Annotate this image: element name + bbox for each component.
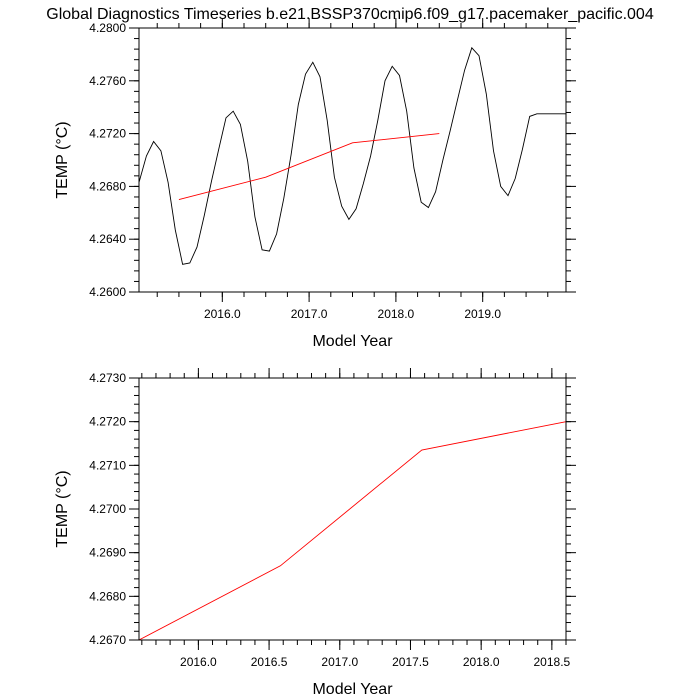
top-panel: 2016.0 2017.0 2018.0 2019.0 4.26004.26404.2…	[54, 18, 576, 350]
bottom-y-tick-label: 4.2700	[89, 502, 126, 516]
top-x-tick-label: 2019.0	[464, 307, 501, 321]
bottom-y-axis-label: TEMP (°C)	[54, 470, 71, 547]
bottom-x-tick-label: 2016.0	[180, 655, 217, 669]
bottom-series-group	[138, 421, 567, 641]
bottom-y-tick-label: 4.2710	[89, 458, 126, 472]
top-x-major-ticks	[221, 18, 484, 302]
top-y-tick-label: 4.2800	[89, 21, 126, 35]
top-y-tick-label: 4.2720	[89, 127, 126, 141]
top-y-tick-labels: 4.2600 4.2640 4.2680 4.2720 4.2760 4.2800	[89, 21, 126, 299]
bottom-plot-frame	[138, 377, 567, 641]
bottom-x-tick-label: 2018.5	[534, 655, 571, 669]
bottom-panel: 2016.0 2016.5 2017.0 2017.5 2018.0 2018.5 4.2…	[54, 368, 576, 698]
bottom-x-tick-label: 2017.5	[392, 655, 429, 669]
top-y-tick-label: 4.2760	[89, 74, 126, 88]
bottom-x-tick-label: 2018.0	[463, 655, 500, 669]
top-series-group	[138, 46, 566, 265]
top-x-tick-labels: 2016.0 2017.0 2018.0 2019.0	[204, 307, 501, 321]
bottom-series-line-0	[138, 421, 567, 641]
bottom-y-tick-label: 4.2670	[89, 633, 126, 647]
top-plot-frame	[138, 27, 567, 293]
bottom-x-major-ticks	[197, 368, 553, 650]
bottom-y-tick-labels: 4.2670 4.2680 4.2690 4.2700 4.2710 4.2720 4.27…	[89, 371, 126, 647]
bottom-x-tick-label: 2016.5	[251, 655, 288, 669]
top-x-tick-label: 2017.0	[291, 307, 328, 321]
bottom-x-axis-label: Model Year	[312, 681, 393, 698]
top-x-minor-ticks	[156, 23, 549, 297]
top-x-tick-label: 2018.0	[378, 307, 415, 321]
top-y-major-ticks	[129, 27, 576, 293]
top-series-line-0	[138, 46, 566, 265]
top-y-tick-label: 4.2640	[89, 232, 126, 246]
bottom-x-tick-labels: 2016.0 2016.5 2017.0 2017.5 2018.0 2018.5	[180, 655, 571, 669]
bottom-y-minor-ticks	[134, 377, 571, 641]
top-y-tick-label: 4.2680	[89, 179, 126, 193]
top-y-axis-label: TEMP (°C)	[54, 121, 71, 198]
chart-title: Global Diagnostics Timeseries b.e21.BSSP…	[46, 6, 654, 23]
top-series-line-1	[178, 133, 440, 201]
bottom-y-tick-label: 4.2730	[89, 371, 126, 385]
top-y-tick-label: 4.2600	[89, 285, 126, 299]
top-x-tick-label: 2016.0	[204, 307, 241, 321]
bottom-y-tick-label: 4.2690	[89, 546, 126, 560]
bottom-x-tick-label: 2017.0	[321, 655, 358, 669]
top-x-axis-label: Model Year	[312, 333, 393, 350]
bottom-y-tick-label: 4.2720	[89, 415, 126, 429]
bottom-x-minor-ticks	[141, 373, 567, 645]
bottom-y-tick-label: 4.2680	[89, 589, 126, 603]
bottom-y-major-ticks	[129, 377, 576, 641]
top-y-minor-ticks	[134, 27, 571, 293]
